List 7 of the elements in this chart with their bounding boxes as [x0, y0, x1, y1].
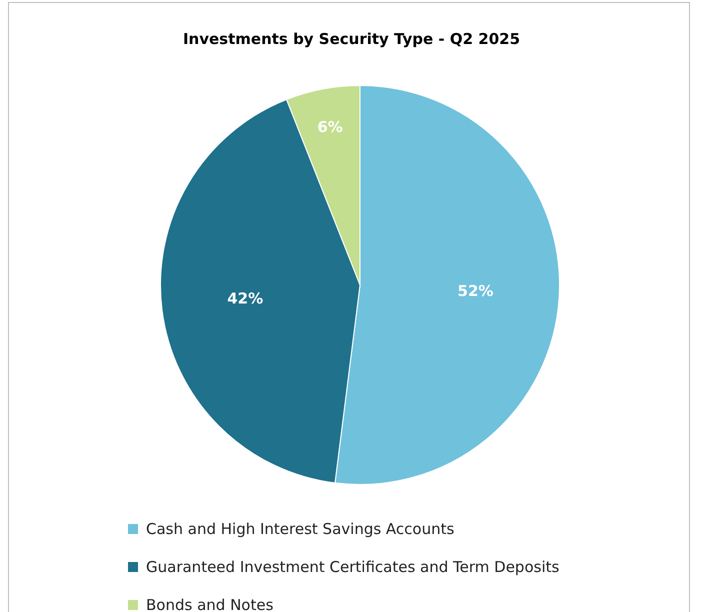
data-label: 6% — [317, 118, 343, 136]
legend-label: Cash and High Interest Savings Accounts — [146, 520, 454, 538]
data-label: 42% — [227, 289, 264, 308]
chart-title: Investments by Security Type - Q2 2025 — [182, 30, 522, 48]
legend-label: Guaranteed Investment Certificates and Term Deposits — [146, 558, 560, 576]
legend-label: Bonds and Notes — [146, 596, 274, 612]
data-label: 52% — [458, 282, 494, 300]
